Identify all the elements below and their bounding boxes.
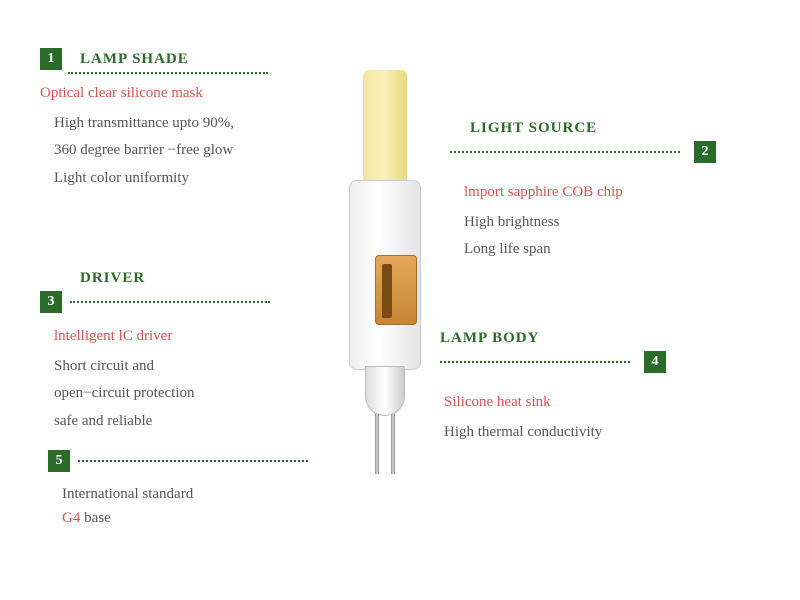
section-lamp-shade: 1 LAMP SHADE Optical clear silicone mask… xyxy=(40,48,320,193)
section-line: Long life span xyxy=(464,237,750,263)
dotted-connector xyxy=(70,301,270,303)
section-number-box: 2 xyxy=(694,141,716,163)
section-number-box: 3 xyxy=(40,291,62,313)
bulb-illustration xyxy=(335,70,435,490)
section-line: 360 degree barrier −free glow xyxy=(54,138,320,164)
section-header: 1 LAMP SHADE xyxy=(40,48,320,70)
bulb-cob xyxy=(363,70,407,190)
section-base-line: G4 base xyxy=(62,510,318,527)
section-number-box: 5 xyxy=(48,450,70,472)
base-suffix: base xyxy=(80,510,110,526)
section-line: open−circuit protection xyxy=(54,381,310,407)
section-driver: DRIVER 3 lntelligent lC driver Short cir… xyxy=(40,270,310,436)
section-title: LAMP SHADE xyxy=(80,51,189,68)
bulb-driver-chip xyxy=(375,255,417,325)
section-title: LIGHT SOURCE xyxy=(470,120,597,137)
section-line: International standard xyxy=(62,482,318,508)
section-highlight: Silicone heat sink xyxy=(444,391,740,414)
bulb-neck xyxy=(365,366,405,416)
bulb-pin-left xyxy=(375,414,379,474)
section-line: Short circuit and xyxy=(54,354,310,380)
section-number-box: 4 xyxy=(644,351,666,373)
section-title: LAMP BODY xyxy=(440,330,539,347)
section-base: 5 International standard G4 base xyxy=(48,450,318,527)
section-line: High brightness xyxy=(464,210,750,236)
section-header: DRIVER xyxy=(40,270,310,287)
section-highlight: lntelligent lC driver xyxy=(54,325,310,348)
section-light-source: LIGHT SOURCE 2 lmport sapphire COB chip … xyxy=(450,120,750,265)
dotted-connector xyxy=(68,72,268,74)
section-line: Light color uniformity xyxy=(54,166,320,192)
section-highlight: lmport sapphire COB chip xyxy=(464,181,750,204)
section-line: safe and reliable xyxy=(54,409,310,435)
section-line: High thermal conductivity xyxy=(444,420,740,446)
section-header: LIGHT SOURCE xyxy=(450,120,750,137)
base-code: G4 xyxy=(62,510,80,526)
section-lamp-body: LAMP BODY 4 Silicone heat sink High ther… xyxy=(440,330,740,447)
dotted-connector xyxy=(78,460,308,462)
section-number-box: 1 xyxy=(40,48,62,70)
dotted-connector xyxy=(440,361,630,363)
section-line: High transmittance upto 90%, xyxy=(54,111,320,137)
section-highlight: Optical clear silicone mask xyxy=(40,82,320,105)
dotted-connector xyxy=(450,151,680,153)
bulb-pin-right xyxy=(391,414,395,474)
section-title: DRIVER xyxy=(80,270,145,287)
